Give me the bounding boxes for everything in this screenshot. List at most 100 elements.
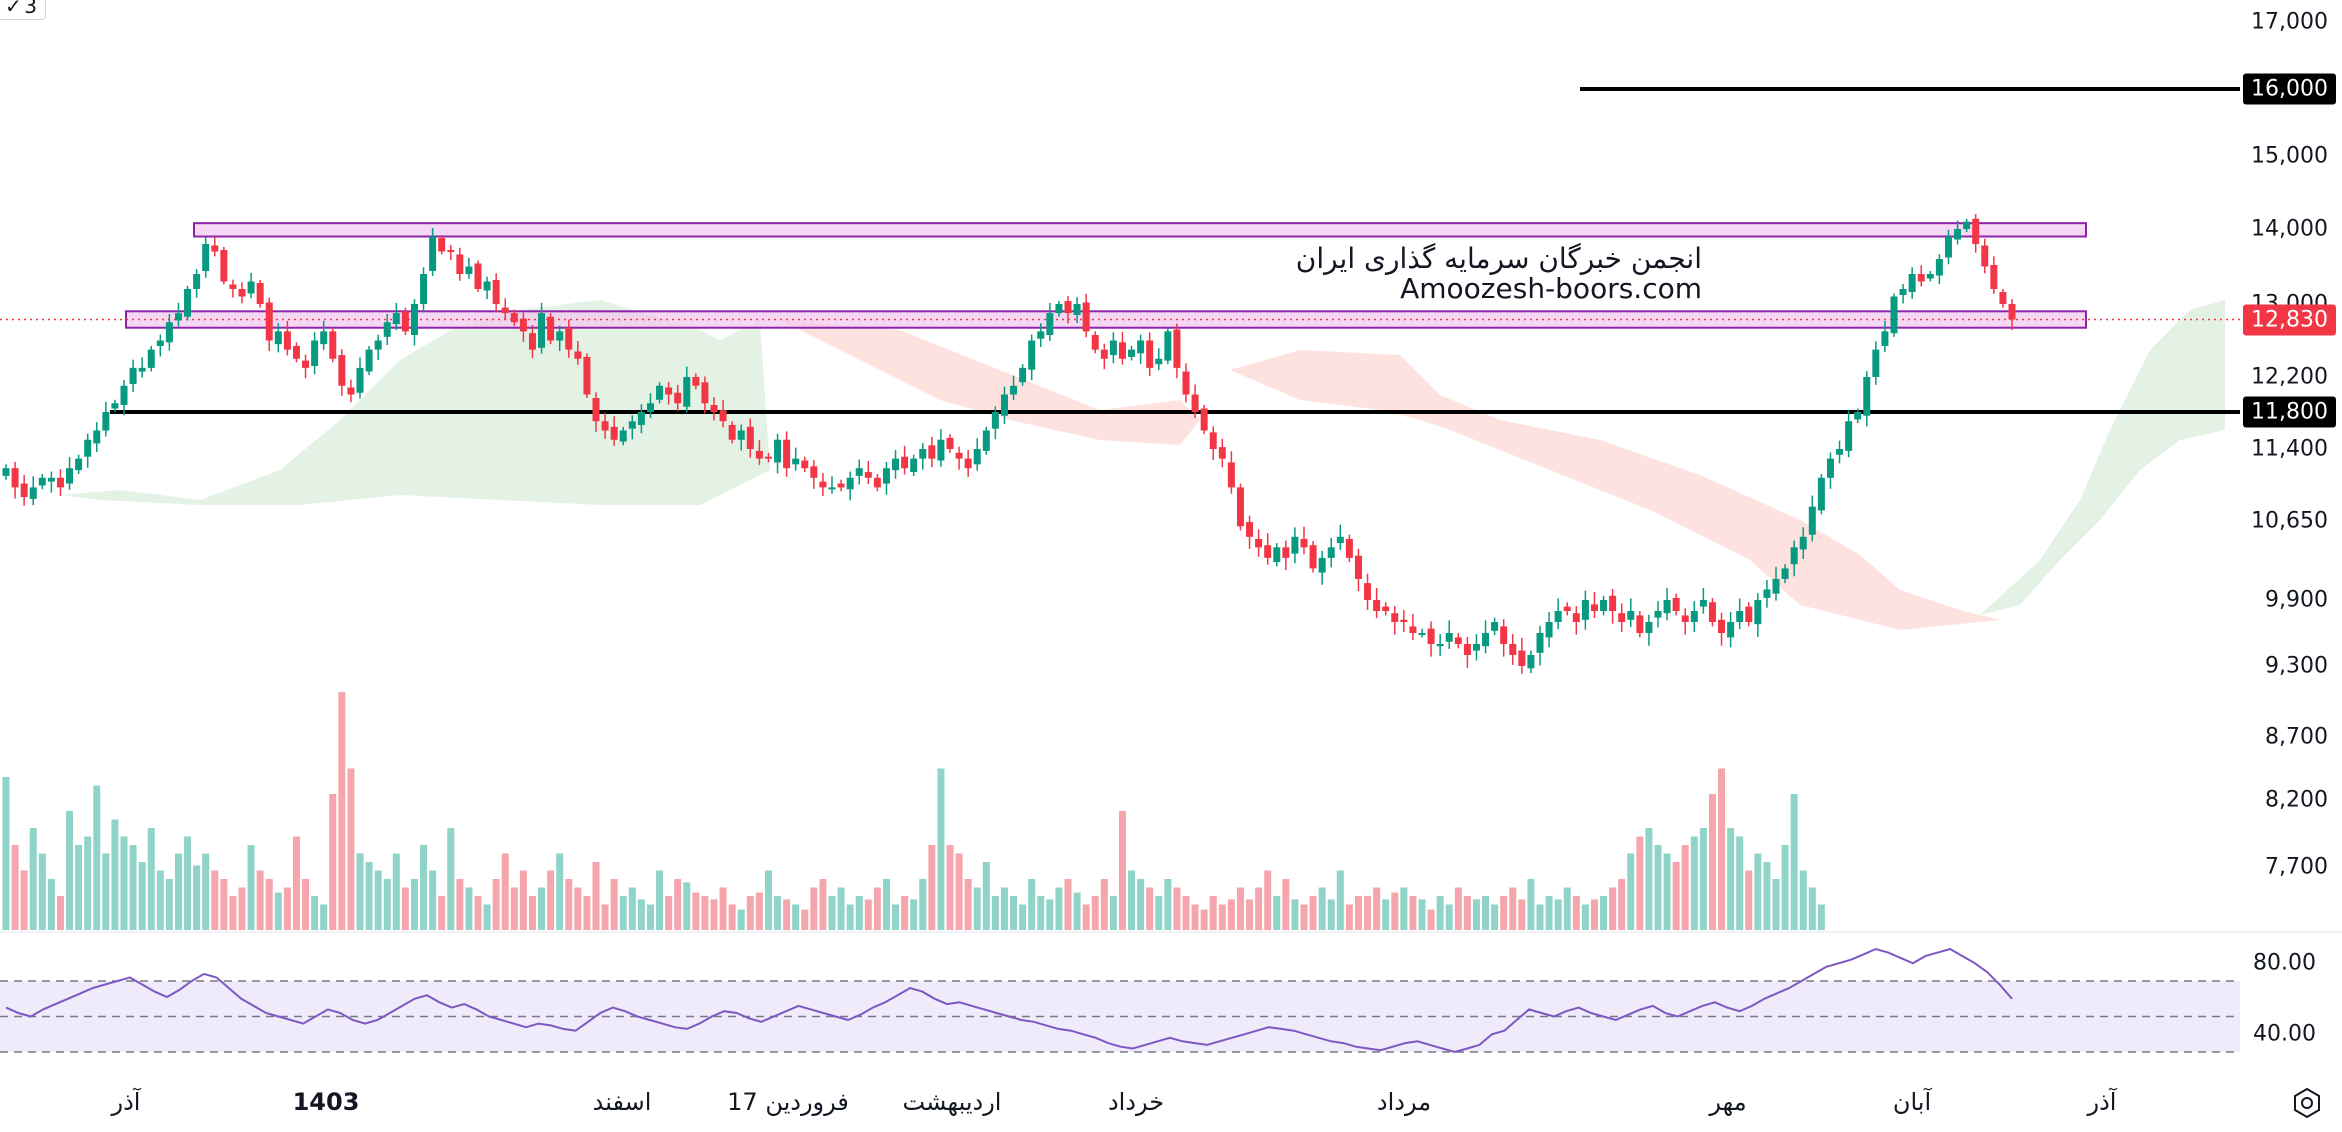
volume-bar — [1536, 904, 1544, 930]
volume-bar — [392, 853, 400, 930]
candle-body — [1218, 447, 1226, 459]
candle-body — [764, 456, 772, 459]
volume-bar — [11, 845, 19, 930]
volume-bar — [356, 853, 364, 930]
volume-bar — [810, 887, 818, 930]
volume-bar — [492, 879, 500, 930]
candle-body — [982, 430, 990, 451]
price-badge-16000: 16,000 — [2243, 73, 2336, 105]
candle-body — [656, 385, 664, 400]
candle-body — [1863, 377, 1871, 416]
candle-body — [1727, 622, 1735, 638]
candle-body — [1100, 349, 1108, 359]
candle-body — [1382, 606, 1390, 611]
candle-body — [1826, 458, 1834, 478]
candle-body — [855, 468, 863, 476]
volume-bar — [1491, 904, 1499, 930]
volume-bar — [1409, 896, 1417, 930]
candle-body — [1999, 292, 2007, 304]
price-tick: 11,400 — [2251, 436, 2328, 462]
candle-body — [674, 392, 682, 404]
candle-body — [901, 456, 909, 469]
candle-body — [211, 245, 219, 252]
volume-bar — [1273, 896, 1281, 930]
candle-body — [456, 254, 464, 274]
volume-bar — [347, 768, 355, 930]
volume-bar — [755, 892, 763, 930]
candle-body — [1718, 619, 1726, 633]
candle-body — [991, 412, 999, 429]
candle-body — [556, 331, 564, 341]
volume-bar — [1808, 887, 1816, 930]
volume-bar — [873, 887, 881, 930]
volume-bar — [1654, 845, 1662, 930]
volume-bar — [156, 870, 164, 930]
volume-bar — [882, 879, 890, 930]
candle-body — [356, 367, 364, 393]
candle-body — [1926, 274, 1934, 279]
volume-bar — [420, 845, 428, 930]
volume-bar — [410, 879, 418, 930]
candle-body — [1509, 644, 1517, 655]
candle-body — [84, 439, 92, 457]
candle-body — [311, 340, 319, 367]
candle-body — [1491, 622, 1499, 631]
volume-bar — [47, 879, 55, 930]
candle-body — [229, 284, 237, 289]
candle-body — [1146, 340, 1154, 368]
volume-bar — [456, 879, 464, 930]
candle-body — [1345, 538, 1353, 558]
volume-bar — [1445, 904, 1453, 930]
volume-bar — [274, 892, 282, 930]
candle-body — [1028, 340, 1036, 370]
settings-icon[interactable] — [2290, 1086, 2324, 1120]
candle-body — [29, 487, 37, 499]
candle-body — [1609, 595, 1617, 611]
candle-body — [1182, 371, 1190, 395]
volume-bar — [311, 896, 319, 930]
candle-body — [1881, 331, 1889, 346]
volume-bar — [1364, 896, 1372, 930]
candle-body — [347, 387, 355, 395]
volume-bar — [2, 777, 10, 930]
volume-bar — [1182, 896, 1190, 930]
candle-body — [220, 250, 228, 282]
volume-bar — [1146, 887, 1154, 930]
candle-body — [1563, 606, 1571, 611]
volume-bar — [184, 836, 192, 930]
candle-body — [1954, 229, 1962, 240]
candle-body — [392, 313, 400, 325]
volume-bar — [1708, 794, 1716, 930]
volume-bar — [1236, 887, 1244, 930]
price-tick: 14,000 — [2251, 216, 2328, 242]
candle-body — [1109, 340, 1117, 356]
volume-bar — [465, 887, 473, 930]
time-label: آبان — [1892, 1088, 1932, 1116]
volume-bar — [910, 899, 918, 930]
volume-bar — [1227, 899, 1235, 930]
candle-body — [1137, 340, 1145, 354]
candle-body — [1581, 600, 1589, 620]
candle-body — [1400, 619, 1408, 622]
volume-bar — [1754, 853, 1762, 930]
candle-body — [1527, 655, 1535, 669]
candle-body — [592, 398, 600, 422]
candle-body — [1118, 342, 1126, 359]
candle-body — [937, 439, 945, 461]
volume-bar — [519, 870, 527, 930]
candle-body — [66, 468, 74, 484]
candle-body — [1010, 385, 1018, 395]
volume-bar — [1781, 845, 1789, 930]
price-tick: 8,200 — [2265, 787, 2328, 813]
indicator-toggle[interactable]: ✓ 3 — [0, 0, 46, 20]
volume-bar — [928, 845, 936, 930]
volume-bar — [1218, 904, 1226, 930]
candle-body — [1845, 421, 1853, 451]
candle-body — [429, 236, 437, 271]
volume-bar — [1073, 892, 1081, 930]
candle-body — [75, 458, 83, 471]
candle-body — [964, 458, 972, 469]
candle-body — [828, 487, 836, 490]
volume-bar — [1772, 879, 1780, 930]
